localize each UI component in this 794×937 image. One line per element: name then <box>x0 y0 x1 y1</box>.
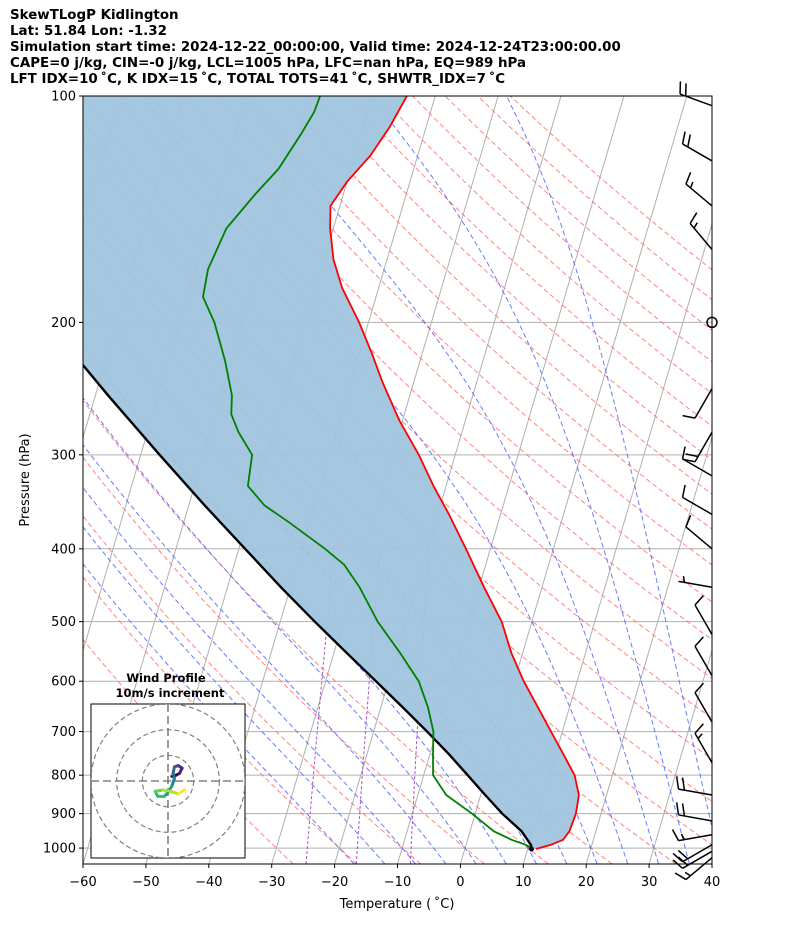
y-tick-label: 600 <box>51 675 76 690</box>
y-tick-label: 100 <box>51 90 76 105</box>
y-tick-label: 700 <box>51 725 76 740</box>
isotherm-line <box>648 648 712 864</box>
isotherm-line <box>711 862 712 864</box>
wind-barb <box>681 131 713 162</box>
wind-barb <box>675 776 713 796</box>
x-tick-label: −30 <box>258 875 285 890</box>
y-tick-label: 300 <box>51 448 76 463</box>
y-tick-label: 900 <box>51 807 76 822</box>
time-line: Simulation start time: 2024-12-22_00:00:… <box>10 39 621 55</box>
x-tick-label: 30 <box>641 875 658 890</box>
x-tick-label: 10 <box>515 875 532 890</box>
x-axis-label: Temperature ( ˚C) <box>339 896 455 912</box>
wind-barb <box>685 514 713 550</box>
temperature-line <box>329 96 580 850</box>
wind-barb <box>674 857 713 881</box>
y-tick-label: 800 <box>51 769 76 784</box>
y-tick-label: 400 <box>51 542 76 557</box>
moist-adiabat-line <box>83 526 386 864</box>
lcl-marker <box>528 846 534 852</box>
moist-adiabat-line <box>142 96 629 864</box>
location-line: Lat: 51.84 Lon: -1.32 <box>10 23 167 39</box>
wind-barb <box>678 576 713 588</box>
chart-title: SkewTLogP Kidlington <box>10 8 179 23</box>
dry-adiabat-line <box>249 96 712 530</box>
moist-adiabat-line <box>83 396 477 864</box>
moist-adiabat-line <box>370 96 690 864</box>
y-axis-label: Pressure (hPa) <box>18 433 33 526</box>
x-tick-label: 20 <box>578 875 595 890</box>
isotherm-line <box>334 96 562 864</box>
dry-adiabat-line <box>83 456 485 864</box>
wind-barb <box>694 723 713 764</box>
y-tick-label: 1000 <box>43 842 76 857</box>
dewpoint-line <box>202 96 534 850</box>
sounding-traces <box>83 96 580 852</box>
x-tick-label: 0 <box>456 875 464 890</box>
hodograph-title: Wind Profile <box>126 671 206 685</box>
wind-barb <box>694 682 713 723</box>
hodograph-segment <box>176 788 187 796</box>
x-tick-label: −20 <box>321 875 348 890</box>
cape-line: CAPE=0 j/kg, CIN=-0 j/kg, LCL=1005 hPa, … <box>10 55 527 71</box>
wind-barb <box>672 844 713 863</box>
y-tick-label: 200 <box>51 316 76 331</box>
dry-adiabat-line <box>281 96 712 495</box>
x-axis-ticks: −60 −50 −40 −30 −20 −10 0 10 20 30 40 <box>69 864 720 890</box>
index-line: LFT IDX=10 ˚C, K IDX=15 ˚C, TOTAL TOTS=4… <box>10 71 506 87</box>
wind-barb <box>685 172 713 207</box>
dry-adiabat-line <box>83 399 549 864</box>
x-tick-label: 40 <box>704 875 721 890</box>
y-tick-label: 500 <box>51 615 76 630</box>
wind-barb <box>694 595 713 635</box>
wind-barb <box>681 446 713 477</box>
wind-barb <box>682 388 713 419</box>
wind-barb <box>689 212 713 250</box>
isotherm-line <box>585 435 712 864</box>
chart-header: SkewTLogP Kidlington Lat: 51.84 Lon: -1.… <box>10 8 621 88</box>
dry-adiabat-line <box>314 96 712 461</box>
wind-barb <box>675 802 713 822</box>
moist-adiabat-line <box>83 563 355 864</box>
dry-adiabat-line <box>83 515 422 864</box>
x-tick-label: −10 <box>384 875 411 890</box>
parcel-profile-line <box>83 363 533 850</box>
wind-barbs <box>671 81 718 881</box>
wind-barb <box>694 636 713 677</box>
moist-adiabat-line <box>83 444 447 864</box>
hodograph-subtitle: 10m/s increment <box>116 686 225 700</box>
x-tick-label: −40 <box>195 875 222 890</box>
moist-adiabat-line <box>240 96 659 864</box>
x-tick-label: −50 <box>132 875 159 890</box>
cape-shade-area <box>83 96 579 849</box>
wind-barb <box>681 484 713 516</box>
hodograph-plot <box>91 704 245 858</box>
moist-adiabat-line <box>83 486 416 864</box>
hodograph-inset: Wind Profile 10m/s increment <box>90 671 246 859</box>
x-tick-label: −60 <box>69 875 96 890</box>
y-axis-ticks: 1000 900 800 700 600 500 400 300 200 100 <box>43 90 83 857</box>
wind-barb <box>671 829 713 842</box>
cape-cin-shading <box>83 96 579 849</box>
dry-adiabat-line <box>151 96 712 641</box>
moist-adiabat-line <box>506 96 712 830</box>
